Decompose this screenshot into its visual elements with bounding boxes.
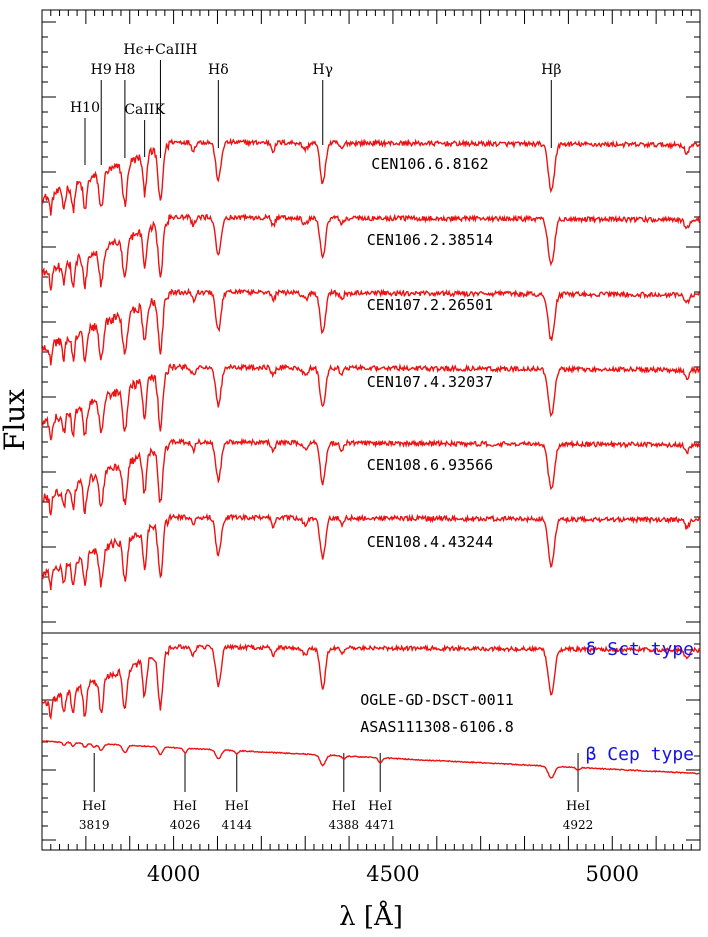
line-id-label: Hϵ+CaIIH: [123, 42, 197, 58]
hei-label: HeI: [173, 799, 197, 814]
line-id-label: CaIIK: [124, 102, 165, 118]
hei-label: HeI: [225, 799, 249, 814]
hei-wavelength: 3819: [79, 818, 110, 832]
spectrum-line: [41, 643, 701, 721]
series-label: CEN107.2.26501: [367, 296, 493, 314]
series-label: CEN108.6.93566: [367, 456, 493, 474]
line-id-label: Hγ: [312, 62, 333, 78]
series-label: CEN106.6.8162: [371, 155, 488, 173]
spectrum-line: [42, 740, 701, 779]
hei-wavelength: 4388: [329, 818, 360, 832]
x-tick-label: 4500: [366, 862, 419, 886]
hei-wavelength: 4026: [170, 818, 201, 832]
line-id-label: Hδ: [208, 62, 229, 78]
line-id-label: H8: [114, 62, 135, 78]
spectrum-line: [41, 287, 701, 366]
spectrum-line: [41, 512, 701, 591]
spectrum-line: [41, 362, 701, 441]
hei-label: HeI: [368, 799, 392, 814]
series-label: ASAS111308-6106.8: [360, 718, 514, 736]
hei-label: HeI: [82, 799, 106, 814]
series-label: CEN108.4.43244: [367, 533, 493, 551]
hei-label: HeI: [332, 799, 356, 814]
series-label: OGLE-GD-DSCT-0011: [360, 691, 514, 709]
plot-frame: [41, 9, 701, 851]
spectrum-line: [41, 213, 701, 291]
spectrum-line: [41, 437, 701, 516]
hei-wavelength: 4922: [563, 818, 594, 832]
series-label: CEN106.2.38514: [367, 231, 493, 249]
hei-label: HeI: [566, 799, 590, 814]
line-id-label: Hβ: [541, 62, 561, 78]
type-note: δ Sct type: [586, 639, 694, 660]
series-label: CEN107.4.32037: [367, 373, 493, 391]
spectrum-line: [41, 137, 701, 216]
line-id-label: H9: [91, 62, 112, 78]
y-axis-label: Flux: [0, 389, 31, 451]
x-axis-label: λ [Å]: [339, 900, 403, 932]
hei-wavelength: 4471: [365, 818, 396, 832]
line-id-label: H10: [70, 100, 100, 116]
x-tick-label: 4000: [147, 862, 200, 886]
hei-wavelength: 4144: [221, 818, 252, 832]
x-tick-label: 5000: [586, 862, 639, 886]
type-note: β Cep type: [586, 744, 694, 765]
